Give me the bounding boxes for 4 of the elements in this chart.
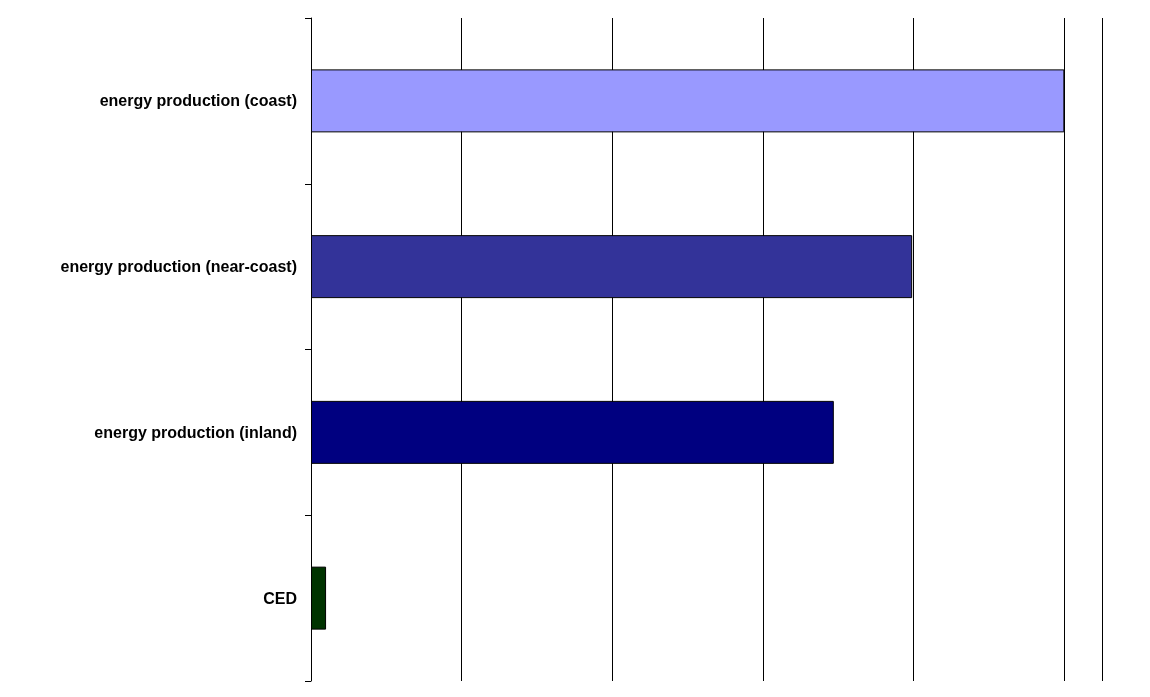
- y-tick-label: energy production (coast): [99, 92, 297, 110]
- y-tick-label: energy production (inland): [94, 423, 297, 441]
- y-tick-label: CED: [263, 589, 297, 607]
- y-tick-label: energy production (near-coast): [60, 258, 297, 276]
